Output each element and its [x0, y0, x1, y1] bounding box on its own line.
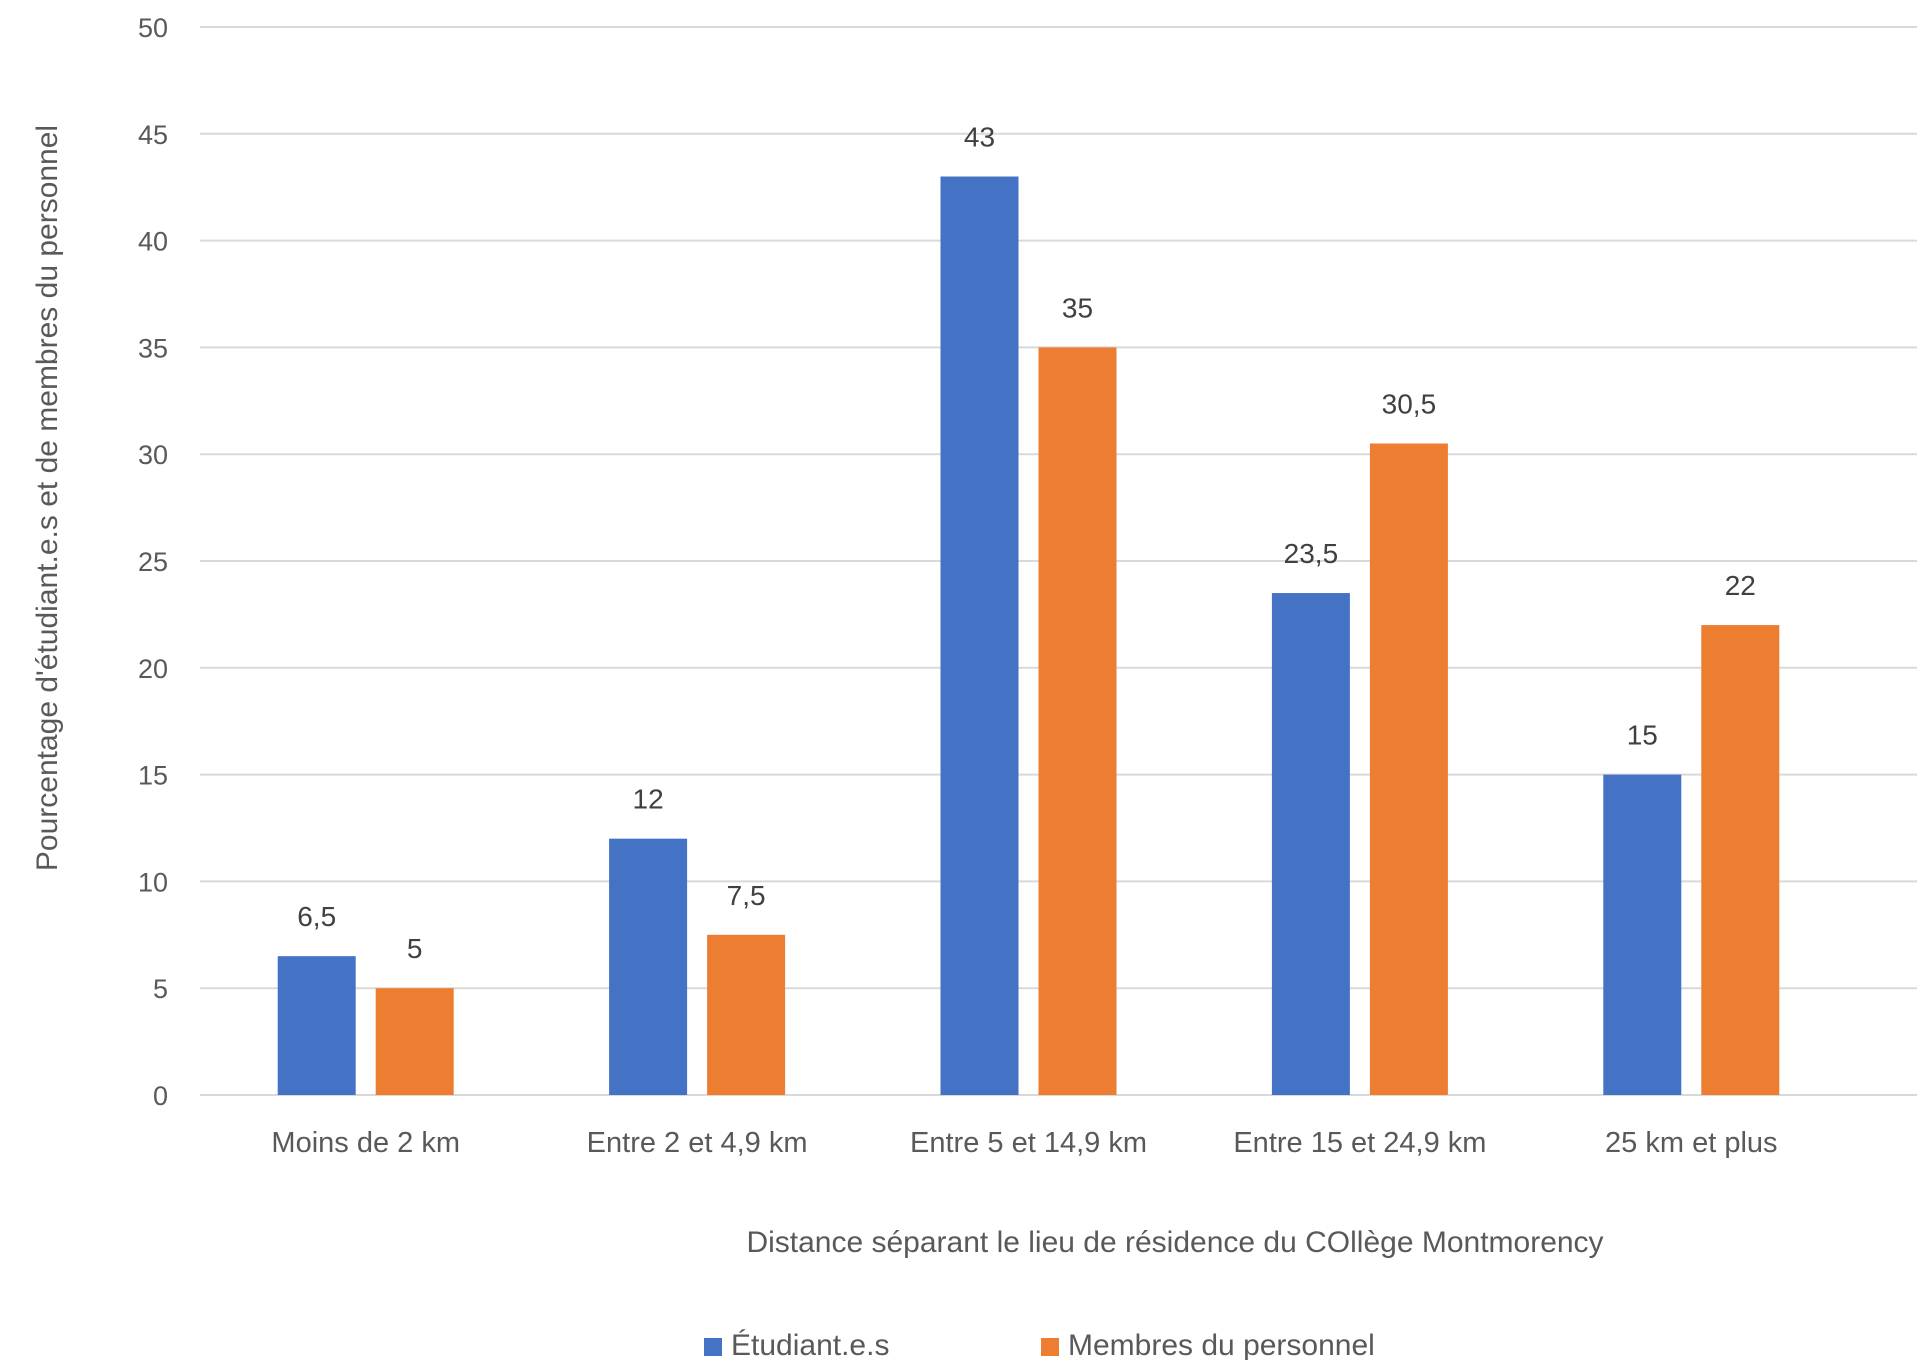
x-axis-categories: Moins de 2 km Entre 2 et 4,9 km Entre 5 et…	[271, 1127, 1777, 1159]
bar	[940, 176, 1019, 1095]
bar	[375, 988, 454, 1095]
legend-label: Membres du personnel	[1068, 1329, 1375, 1360]
x-category-label: Entre 5 et 14,9 km	[910, 1127, 1147, 1159]
y-tick-label: 50	[138, 13, 168, 43]
y-tick-label: 5	[153, 974, 168, 1004]
legend: Étudiant.e.s Membres du personnel	[704, 1329, 1375, 1360]
bar	[707, 934, 786, 1095]
y-tick-label: 30	[138, 440, 168, 470]
legend-label: Étudiant.e.s	[731, 1329, 889, 1360]
bar	[1701, 625, 1780, 1095]
x-category-label: 25 km et plus	[1605, 1127, 1777, 1159]
y-tick-label: 45	[138, 120, 168, 150]
bar	[1603, 774, 1682, 1095]
data-label: 7,5	[727, 880, 766, 911]
data-label: 5	[407, 933, 423, 964]
data-labels: 6,5 5 12 7,5 43 35 23,5 30,5 15 22	[297, 122, 1756, 965]
data-label: 6,5	[297, 901, 336, 932]
data-label: 12	[633, 784, 664, 815]
y-tick-label: 25	[138, 547, 168, 577]
data-label: 30,5	[1382, 389, 1437, 420]
y-tick-label: 10	[138, 867, 168, 897]
data-label: 23,5	[1284, 538, 1339, 569]
x-axis-title: Distance séparant le lieu de résidence d…	[746, 1226, 1603, 1259]
data-label: 15	[1627, 720, 1658, 751]
y-tick-label: 0	[153, 1081, 168, 1111]
bar	[1369, 443, 1448, 1095]
bar	[609, 838, 688, 1095]
bars	[277, 176, 1780, 1095]
legend-swatch	[704, 1338, 722, 1356]
y-tick-label: 35	[138, 333, 168, 363]
bar	[1271, 593, 1350, 1095]
x-category-label: Entre 2 et 4,9 km	[587, 1127, 808, 1159]
y-tick-label: 20	[138, 654, 168, 684]
x-category-label: Entre 15 et 24,9 km	[1233, 1127, 1486, 1159]
bar	[1038, 347, 1117, 1095]
x-category-label: Moins de 2 km	[271, 1127, 460, 1159]
y-axis-title: Pourcentage d'étudiant.e.s et de membres…	[31, 125, 64, 871]
bar	[277, 956, 356, 1095]
y-axis-ticks: 0 5 10 15 20 25 30 35 40 45 50	[138, 13, 168, 1111]
data-label: 35	[1062, 292, 1093, 323]
legend-swatch	[1041, 1338, 1059, 1356]
data-label: 43	[964, 122, 995, 153]
y-tick-label: 15	[138, 761, 168, 791]
data-label: 22	[1725, 570, 1756, 601]
y-tick-label: 40	[138, 227, 168, 257]
